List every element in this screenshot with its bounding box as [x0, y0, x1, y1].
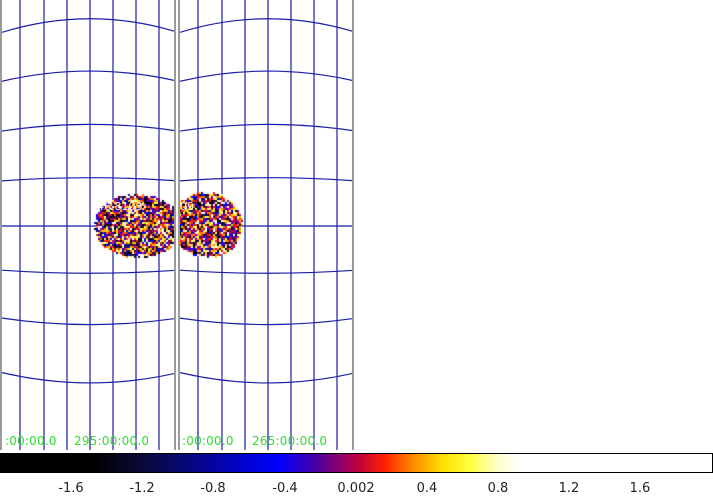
ra-label: 295:00:00.0 [74, 434, 150, 448]
colorbar: -1.6 -1.2 -0.8 -0.4 0.002 0.4 0.8 1.2 1.… [0, 453, 713, 498]
map-panel-left[interactable]: 46.8103 :00:00.0 295:00:00.0 [0, 0, 176, 450]
colorbar-tick: 0.8 [487, 481, 509, 496]
overlay-annotation: 09 [180, 200, 194, 213]
colorbar-tick: -1.2 [129, 481, 155, 496]
colorbar-tick: -1.6 [58, 481, 84, 496]
colorbar-tick: 0.002 [337, 481, 375, 496]
colorbar-tick: 1.2 [558, 481, 580, 496]
source-blob [2, 0, 174, 450]
ra-label: 265:00:00.0 [252, 434, 328, 448]
source-blob [180, 0, 352, 450]
colorbar-gradient[interactable] [0, 453, 713, 473]
colorbar-tick: -0.8 [200, 481, 226, 496]
map-panel-right[interactable]: 09 :00:00.0 265:00:00.0 [178, 0, 354, 450]
colorbar-tick: 1.6 [629, 481, 651, 496]
colorbar-tick: 0.4 [416, 481, 438, 496]
ra-label: :00:00.0 [182, 434, 234, 448]
ra-label: :00:00.0 [5, 434, 57, 448]
colorbar-tick: -0.4 [272, 481, 298, 496]
overlay-annotation: 46.8103 [97, 200, 143, 213]
